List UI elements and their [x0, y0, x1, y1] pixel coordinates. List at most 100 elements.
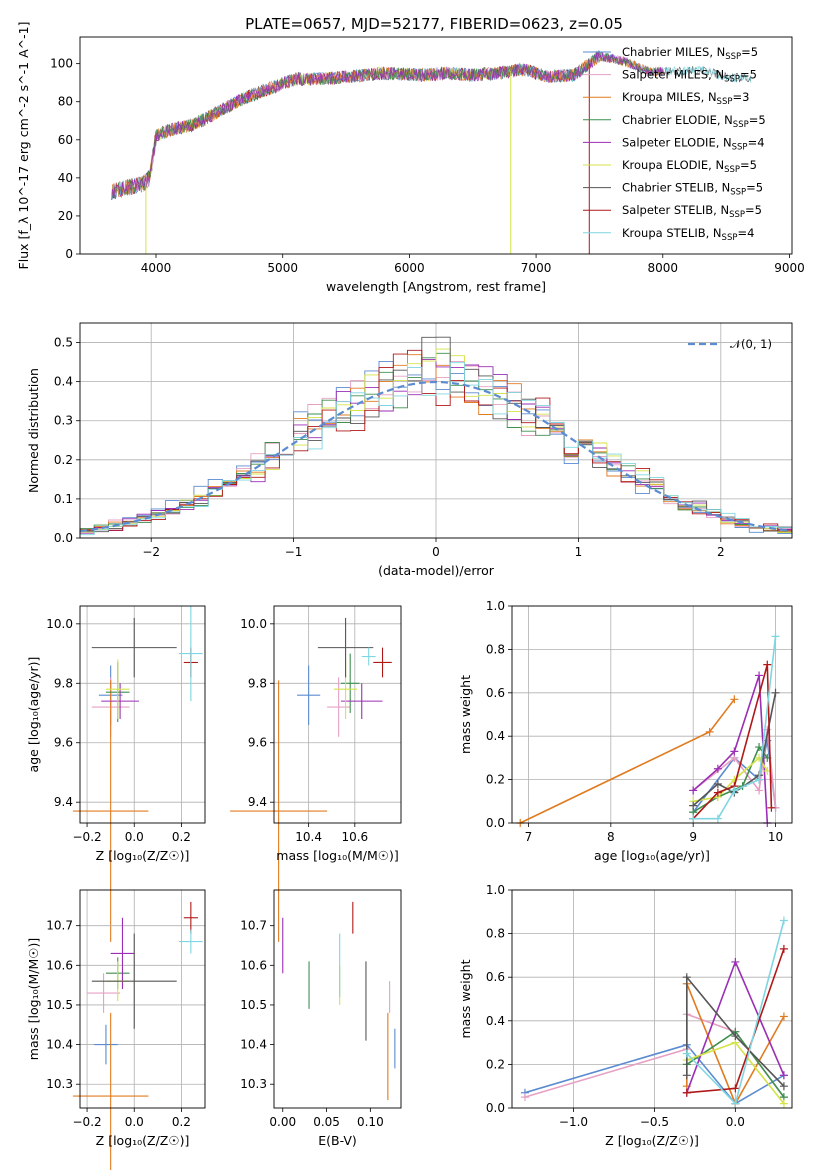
- axes-age_vs_mass: 10.4 10.6 9.4 9.6 9.8 10.0 mass [log₁₀(M/M☉)]: [230, 605, 402, 942]
- series-point-chabrier-stelib: [689, 801, 698, 810]
- x-tick-label: 7: [525, 830, 533, 844]
- y-tick-label: 1.0: [486, 599, 505, 613]
- series-point-salpeter-elodie: [755, 671, 764, 680]
- series-point-salpeter-elodie: [713, 764, 722, 773]
- series-point-kroupa-miles: [730, 695, 739, 704]
- y-tick-label: 10.3: [240, 1077, 267, 1091]
- series-point-salpeter-stelib: [779, 944, 788, 953]
- y-tick-label: 20: [58, 209, 73, 223]
- x-tick-label: 5000: [267, 261, 298, 275]
- series-point-kroupa-miles: [705, 727, 714, 736]
- y-tick-label: 10.6: [240, 958, 267, 972]
- y-tick-label: 0.8: [486, 927, 505, 941]
- x-tick-label: −0.5: [640, 1115, 669, 1129]
- y-tick-label: 0.4: [54, 375, 73, 389]
- x-tick-label: 0.00: [269, 1115, 296, 1129]
- x-axis-label: wavelength [Angstrom, rest frame]: [326, 279, 546, 294]
- y-tick-label: 9.6: [54, 736, 73, 750]
- x-tick-label: −1: [285, 545, 303, 559]
- spectrum-line-kroupa-elodie: [143, 65, 511, 193]
- series-point-salpeter-elodie: [730, 747, 739, 756]
- axes-weight_vs_Z: −1.0 −0.5 0.0 0.0 0.2 0.4 0.6 0.8 1.0 Z [log₁₀(Z/…: [458, 883, 793, 1148]
- y-axis-label: Normed distribution: [26, 368, 41, 493]
- y-tick-label: 0.6: [486, 970, 505, 984]
- y-tick-label: 10.5: [240, 998, 267, 1012]
- series-line-chabrier-miles: [524, 1043, 785, 1105]
- histogram-kroupa-stelib: [79, 362, 793, 538]
- y-tick-label: 0: [65, 247, 73, 261]
- series-point-chabrier-stelib: [713, 779, 722, 788]
- plot-area-mass_vs_Z: [72, 901, 203, 1170]
- y-tick-label: 10.0: [240, 617, 267, 631]
- legend-label-salpeter-elodie: Salpeter ELODIE, NSSP=4: [622, 135, 765, 152]
- legend-label-chabrier-stelib: Chabrier STELIB, NSSP=5: [622, 181, 763, 198]
- x-tick-label: −0.2: [73, 830, 102, 844]
- series-line-chabrier-stelib: [686, 974, 785, 1087]
- y-tick-label: 0.4: [486, 729, 505, 743]
- series-point-kroupa-elodie: [779, 1099, 788, 1108]
- x-axis-label: Z [log₁₀(Z/Z☉)]: [96, 1133, 190, 1148]
- legend-label-kroupa-stelib: Kroupa STELIB, NSSP=4: [622, 226, 754, 243]
- x-tick-label: −0.2: [73, 1115, 102, 1129]
- axes-frame: [79, 889, 206, 1109]
- series-point-kroupa-stelib: [713, 814, 722, 823]
- spectrum-line-salpeter-elodie: [111, 51, 664, 200]
- x-tick-label: 0.0: [726, 1115, 745, 1129]
- series-point-chabrier-stelib: [682, 973, 691, 982]
- axes-spectrum: Chabrier MILES, NSSP=5 Salpeter MILES, NS…: [16, 22, 805, 294]
- plot-area-weight_vs_age: [516, 632, 780, 827]
- y-axis-label: mass [log₁₀(M/M☉)]: [26, 938, 41, 1060]
- series-point-salpeter-stelib: [731, 1084, 740, 1093]
- x-axis-label: E(B-V): [318, 1133, 357, 1148]
- legend-label-kroupa-miles: Kroupa MILES, NSSP=3: [622, 90, 749, 107]
- y-axis-label: Flux [f_λ 10^-17 erg cm^-2 s^-1 A^-1]: [16, 22, 31, 270]
- x-axis-label: mass [log₁₀(M/M☉)]: [276, 848, 398, 863]
- y-axis-label: mass weight: [458, 959, 473, 1038]
- y-tick-label: 9.4: [54, 795, 73, 809]
- series-point-chabrier-stelib: [771, 688, 780, 697]
- series-point-kroupa-stelib: [730, 786, 739, 795]
- axes-frame: [273, 605, 402, 824]
- y-tick-label: 10.0: [46, 617, 73, 631]
- y-tick-label: 0.2: [54, 453, 73, 467]
- x-axis-label: (data-model)/error: [378, 563, 495, 578]
- x-tick-label: 0: [432, 545, 440, 559]
- series-point-salpeter-stelib: [713, 788, 722, 797]
- y-tick-label: 60: [58, 133, 73, 147]
- axes-age_vs_Z: −0.2 0.0 0.2 9.4 9.6 9.8 10.0 Z [log₁₀(Z/Z☉)] ag…: [26, 605, 206, 942]
- x-tick-label: 0.05: [313, 1115, 340, 1129]
- plot-area-spectrum: Chabrier MILES, NSSP=5 Salpeter MILES, NS…: [111, 45, 766, 254]
- y-tick-label: 0.3: [54, 414, 73, 428]
- y-tick-label: 10.4: [46, 1038, 73, 1052]
- x-tick-label: 0.2: [172, 830, 191, 844]
- series-point-kroupa-stelib: [689, 814, 698, 823]
- axes-frame: [79, 605, 206, 824]
- y-tick-label: 10.7: [240, 919, 267, 933]
- x-tick-label: 9000: [774, 261, 805, 275]
- series-point-kroupa-stelib: [731, 1099, 740, 1108]
- axes-mass_vs_EBV: 0.00 0.05 0.10 10.3 10.4 10.5 10.6 10.7 E(B-V): [240, 889, 402, 1148]
- plot-area-weight_vs_Z: [520, 916, 788, 1108]
- y-tick-label: 10.4: [240, 1038, 267, 1052]
- y-tick-label: 9.6: [248, 736, 267, 750]
- y-tick-label: 0.2: [486, 1057, 505, 1071]
- series-point-chabrier-elodie: [755, 743, 764, 752]
- y-tick-label: 9.8: [248, 676, 267, 690]
- series-point-kroupa-stelib: [779, 916, 788, 925]
- axes-frame: [511, 889, 793, 1109]
- x-tick-label: −2: [142, 545, 160, 559]
- y-tick-label: 0.5: [54, 336, 73, 350]
- y-tick-label: 0.2: [486, 773, 505, 787]
- y-tick-label: 0.4: [486, 1014, 505, 1028]
- series-point-kroupa-stelib: [771, 632, 780, 641]
- x-tick-label: 7000: [521, 261, 552, 275]
- spectrum-legend: Chabrier MILES, NSSP=5 Salpeter MILES, NS…: [583, 45, 766, 243]
- series-line-kroupa-miles: [519, 698, 736, 824]
- axes-frame: [511, 605, 793, 824]
- y-tick-label: 80: [58, 95, 73, 109]
- x-tick-label: 0.2: [172, 1115, 191, 1129]
- legend-label-chabrier-elodie: Chabrier ELODIE, NSSP=5: [622, 113, 766, 130]
- y-tick-label: 0.1: [54, 492, 73, 506]
- series-point-salpeter-stelib: [682, 1088, 691, 1097]
- x-tick-label: 0.0: [125, 1115, 144, 1129]
